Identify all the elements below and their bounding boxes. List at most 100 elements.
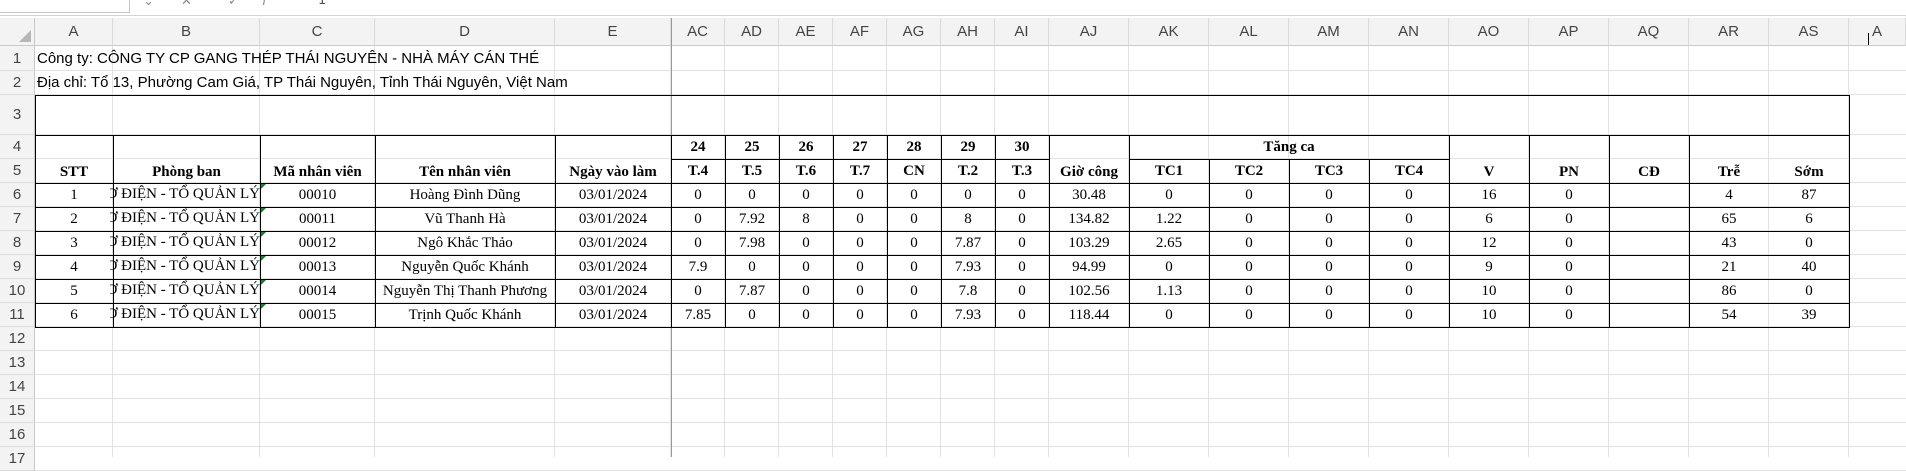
cell-early: 40	[1801, 258, 1817, 275]
column-header[interactable]: AS	[1769, 18, 1849, 46]
row-header[interactable]: 10	[0, 279, 35, 303]
gridline	[35, 326, 1906, 327]
cell-v: 12	[1481, 234, 1497, 251]
row-header[interactable]: 14	[0, 375, 35, 399]
cell-overtime: 1.22	[1155, 210, 1183, 227]
column-header[interactable]: AM	[1289, 18, 1369, 46]
error-indicator-icon[interactable]	[260, 184, 266, 190]
row-header[interactable]: 11	[0, 303, 35, 327]
row-header[interactable]: 16	[0, 423, 35, 447]
cell-employee-name: Vũ Thanh Hà	[424, 210, 506, 227]
table-border	[941, 135, 942, 327]
header-overtime-type: TC1	[1154, 162, 1184, 179]
chevron-down-icon[interactable]: ⌄	[143, 0, 154, 9]
column-header[interactable]: AP	[1529, 18, 1609, 46]
column-header[interactable]: E	[555, 18, 671, 46]
select-all-corner[interactable]	[0, 18, 35, 46]
company-address: Địa chỉ: Tổ 13, Phường Cam Giá, TP Thái …	[37, 74, 568, 91]
cell-overtime: 0	[1325, 282, 1333, 299]
department-text: XƯỞNG CƠ ĐIỆN - TỔ QUẢN LÝ	[110, 210, 260, 226]
column-header[interactable]: A	[35, 18, 113, 46]
header-late: Trễ	[1717, 164, 1741, 180]
row-header[interactable]: 3	[0, 95, 35, 135]
table-border	[555, 135, 556, 327]
table-border	[1689, 135, 1690, 327]
gridline	[35, 398, 1906, 399]
row-header[interactable]: 13	[0, 351, 35, 375]
row-header[interactable]: 4	[0, 135, 35, 159]
column-header[interactable]: AF	[833, 18, 887, 46]
column-header[interactable]: AJ	[1049, 18, 1129, 46]
select-all-icon	[19, 30, 31, 42]
cell-day-hours: 0	[856, 282, 864, 299]
formula-input[interactable]: 1	[318, 0, 327, 8]
row-header[interactable]: 1	[0, 46, 35, 71]
column-header[interactable]: B	[113, 18, 260, 46]
cell-cd	[1609, 207, 1689, 231]
cell-day-hours: 0	[856, 210, 864, 227]
column-header[interactable]: AK	[1129, 18, 1209, 46]
cell-start-date: 03/01/2024	[578, 258, 648, 275]
error-indicator-icon[interactable]	[260, 304, 266, 310]
cell-overtime: 0	[1325, 258, 1333, 275]
cell-day-hours: 7.93	[954, 258, 982, 275]
gridline	[1128, 46, 1129, 457]
enter-icon[interactable]: ✓	[228, 0, 239, 9]
name-box[interactable]	[0, 0, 130, 13]
table-border	[35, 207, 1850, 208]
row-header[interactable]: 7	[0, 207, 35, 231]
cell-overtime: 0	[1245, 210, 1253, 227]
column-header[interactable]: A	[1849, 18, 1906, 46]
header-department: Phòng ban	[152, 164, 221, 180]
cell-early: 87	[1801, 186, 1817, 203]
row-header[interactable]: 12	[0, 327, 35, 351]
cell-early: 39	[1801, 306, 1817, 323]
error-indicator-icon[interactable]	[260, 232, 266, 238]
row-header[interactable]: 2	[0, 71, 35, 95]
cell-cd	[1609, 303, 1689, 327]
column-header[interactable]: AI	[995, 18, 1049, 46]
column-header[interactable]: AG	[887, 18, 941, 46]
cell-late: 4	[1725, 186, 1733, 203]
cancel-icon[interactable]: ✕	[181, 0, 192, 9]
function-icon[interactable]: f	[262, 0, 267, 9]
cell-overtime: 1.13	[1155, 282, 1183, 299]
column-header[interactable]: AL	[1209, 18, 1289, 46]
header-cd: CĐ	[1638, 164, 1660, 180]
cell-overtime: 0	[1325, 234, 1333, 251]
column-header[interactable]: AQ	[1609, 18, 1689, 46]
header-weekday: T.5	[741, 162, 763, 179]
cell-employee-id: 00010	[298, 186, 337, 203]
cell-v: 10	[1481, 282, 1497, 299]
cell-day-hours: 7.98	[738, 234, 766, 251]
cell-day-hours: 0	[856, 234, 864, 251]
row-header[interactable]: 6	[0, 183, 35, 207]
column-header[interactable]: C	[260, 18, 375, 46]
column-header[interactable]: AH	[941, 18, 995, 46]
row-header[interactable]: 5	[0, 159, 35, 183]
row-header[interactable]: 9	[0, 255, 35, 279]
row-header[interactable]: 15	[0, 399, 35, 423]
column-header[interactable]: AE	[779, 18, 833, 46]
gridline	[670, 46, 671, 457]
column-header[interactable]: AO	[1449, 18, 1529, 46]
column-header[interactable]: AN	[1369, 18, 1449, 46]
cell-v: 10	[1481, 306, 1497, 323]
column-header[interactable]: AC	[671, 18, 725, 46]
column-header[interactable]: D	[375, 18, 555, 46]
error-indicator-icon[interactable]	[260, 280, 266, 286]
column-header[interactable]: AR	[1689, 18, 1769, 46]
cell-late: 21	[1721, 258, 1737, 275]
cell-day-hours: 0	[964, 186, 972, 203]
column-header[interactable]: AD	[725, 18, 779, 46]
row-header[interactable]: 8	[0, 231, 35, 255]
cell-overtime: 0	[1405, 258, 1413, 275]
cell-day-hours: 0	[1018, 210, 1026, 227]
error-indicator-icon[interactable]	[260, 208, 266, 214]
cell-employee-name: Nguyễn Quốc Khánh	[401, 258, 529, 275]
error-indicator-icon[interactable]	[260, 256, 266, 262]
cell-day-hours: 0	[910, 234, 918, 251]
header-overtime-type: TC4	[1394, 162, 1424, 179]
row-header[interactable]: 17	[0, 447, 35, 471]
header-day: 28	[906, 138, 922, 155]
